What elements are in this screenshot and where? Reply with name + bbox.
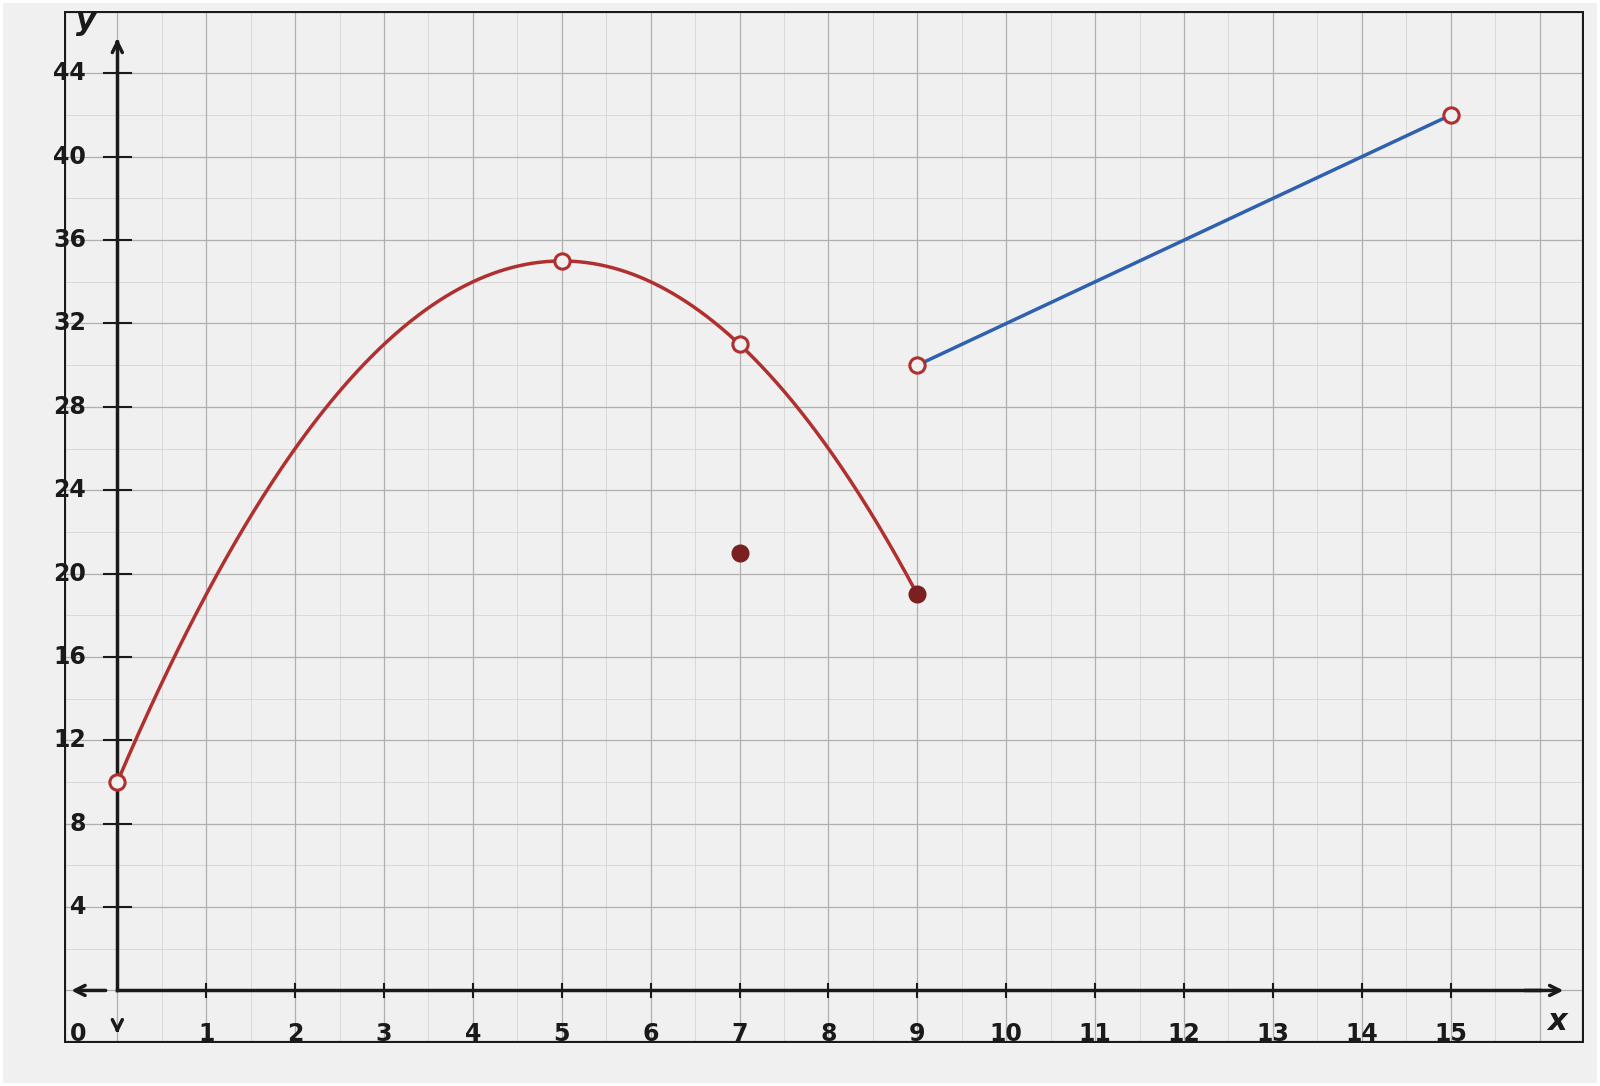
- Text: 8: 8: [70, 811, 86, 836]
- Text: 36: 36: [53, 228, 86, 252]
- Text: 6: 6: [643, 1022, 659, 1046]
- Text: 12: 12: [53, 729, 86, 753]
- Text: 4: 4: [464, 1022, 482, 1046]
- Text: 16: 16: [53, 645, 86, 669]
- Text: 20: 20: [53, 561, 86, 585]
- Text: 13: 13: [1256, 1022, 1290, 1046]
- Text: x: x: [1547, 1007, 1566, 1036]
- Text: 8: 8: [821, 1022, 837, 1046]
- Text: 3: 3: [376, 1022, 392, 1046]
- Text: 28: 28: [53, 395, 86, 419]
- Text: 4: 4: [70, 895, 86, 919]
- Text: y: y: [77, 7, 96, 36]
- Text: 32: 32: [53, 312, 86, 336]
- Text: 40: 40: [53, 144, 86, 168]
- Text: 24: 24: [53, 478, 86, 502]
- Text: 10: 10: [990, 1022, 1022, 1046]
- Text: 9: 9: [909, 1022, 925, 1046]
- Text: 2: 2: [286, 1022, 304, 1046]
- Text: 44: 44: [53, 62, 86, 86]
- Text: 11: 11: [1078, 1022, 1112, 1046]
- Text: 12: 12: [1168, 1022, 1200, 1046]
- Text: 14: 14: [1346, 1022, 1378, 1046]
- Text: 5: 5: [554, 1022, 570, 1046]
- Text: 0: 0: [70, 1022, 86, 1046]
- Text: 1: 1: [198, 1022, 214, 1046]
- Text: 7: 7: [731, 1022, 747, 1046]
- Text: 15: 15: [1434, 1022, 1467, 1046]
